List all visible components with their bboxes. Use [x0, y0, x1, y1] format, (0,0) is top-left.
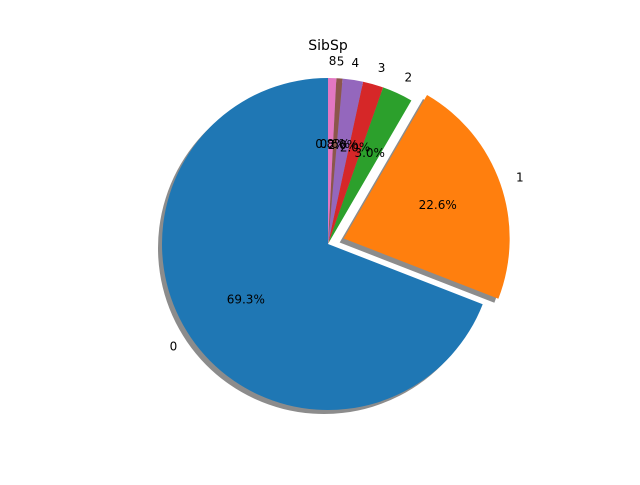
slice-percent-0: 69.3%	[227, 293, 265, 307]
slice-label-5: 5	[337, 54, 345, 68]
slice-label-1: 1	[516, 171, 524, 185]
pie-slice-3	[328, 81, 384, 244]
pie-slice-4	[328, 78, 364, 244]
slice-percent-5: 0.6%	[320, 137, 351, 151]
slice-percent-3: 2.0%	[340, 141, 371, 155]
pie-slice-1	[343, 94, 510, 299]
slice-label-0: 0	[170, 340, 178, 354]
slice-labels: 0 69.3% 1 22.6% 2 3.0% 3 2.0% 4 2.0% 5 0.6% 8 0.8%	[170, 54, 524, 354]
slice-percent-8: 0.8%	[315, 137, 346, 151]
slice-percent-1: 22.6%	[419, 198, 457, 212]
slice-label-2: 2	[404, 71, 412, 85]
chart-title: SibSp	[308, 38, 348, 54]
slice-percent-4: 2.0%	[328, 138, 359, 152]
slices	[161, 78, 510, 411]
pie-slice-8	[328, 78, 337, 244]
slice-label-8: 8	[329, 54, 337, 68]
slice-percent-2: 3.0%	[354, 146, 385, 160]
slice-label-3: 3	[378, 61, 386, 75]
slice-label-4: 4	[352, 56, 360, 70]
pie-slice-5	[328, 78, 343, 245]
pie-slice-2	[328, 87, 412, 244]
pie-slice-0	[161, 78, 483, 411]
